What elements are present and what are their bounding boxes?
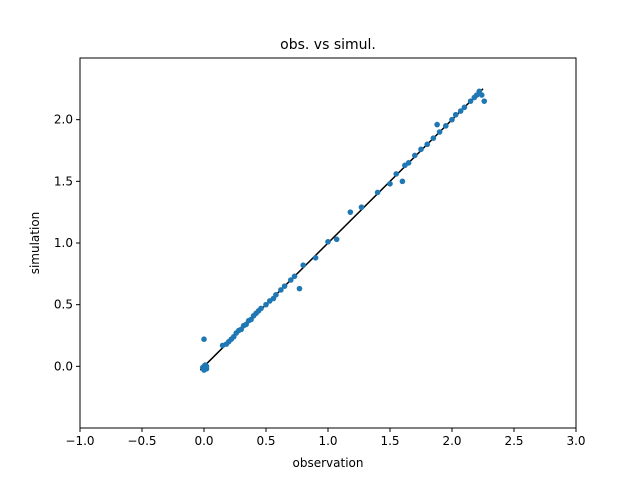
- x-tick-label: 1.5: [380, 434, 399, 448]
- scatter-point: [374, 189, 381, 196]
- scatter-point: [281, 283, 288, 289]
- x-tick-label: 0.5: [256, 434, 275, 448]
- x-tick-label: 2.0: [442, 434, 461, 448]
- scatter-point: [387, 181, 393, 187]
- scatter-point: [358, 204, 365, 211]
- chart-title: obs. vs simul.: [280, 37, 376, 53]
- scatter-point: [443, 123, 449, 129]
- scatter-point: [203, 363, 210, 370]
- scatter-point: [434, 121, 440, 128]
- scatter-point: [467, 98, 474, 104]
- scatter-point: [347, 209, 354, 215]
- plot-area: [199, 88, 488, 373]
- scatter-point: [393, 171, 400, 177]
- scatter-point: [481, 98, 488, 104]
- scatter-point: [263, 301, 269, 308]
- scatter-point: [258, 305, 264, 312]
- scatter-point: [412, 152, 418, 159]
- scatter-point: [288, 277, 294, 283]
- scatter-point: [325, 238, 331, 245]
- x-tick-label: 0.0: [194, 434, 213, 448]
- scatter-point: [478, 92, 485, 98]
- y-axis: 0.0 0.5 1.0 1.5 2.0: [54, 113, 80, 373]
- scatter-point: [457, 108, 464, 114]
- x-axis: −1.0 −0.5 0.0 0.5 1.0 1.5 2.0 2.5 3.0: [65, 428, 586, 448]
- scatter-point: [424, 141, 431, 148]
- scatter-point: [449, 116, 455, 123]
- scatter-point: [405, 160, 412, 166]
- scatter-point: [296, 285, 303, 292]
- scatter-point: [291, 273, 298, 280]
- scatter-point: [436, 129, 443, 135]
- scatter-point: [399, 178, 406, 185]
- x-axis-label: observation: [293, 456, 364, 470]
- scatter-point: [278, 287, 284, 293]
- x-tick-label: 2.5: [504, 434, 523, 448]
- scatter-point: [430, 135, 437, 141]
- y-axis-label: simulation: [28, 212, 42, 275]
- y-tick-label: 0.5: [54, 298, 73, 312]
- scatter-point: [333, 236, 340, 243]
- x-tick-label: −0.5: [127, 434, 156, 448]
- scatter-point: [461, 104, 468, 111]
- scatter-point: [452, 111, 459, 118]
- y-tick-label: 2.0: [54, 113, 73, 127]
- scatter-point: [300, 262, 307, 269]
- x-tick-label: −1.0: [65, 434, 94, 448]
- scatter-point: [312, 254, 319, 261]
- scatter-point: [418, 146, 424, 153]
- y-tick-label: 1.5: [54, 174, 73, 188]
- scatter-point: [201, 336, 207, 343]
- scatter-point: [273, 292, 279, 298]
- x-tick-label: 3.0: [566, 434, 585, 448]
- x-tick-label: 1.0: [318, 434, 337, 448]
- y-tick-label: 0.0: [54, 359, 73, 373]
- y-tick-label: 1.0: [54, 236, 73, 250]
